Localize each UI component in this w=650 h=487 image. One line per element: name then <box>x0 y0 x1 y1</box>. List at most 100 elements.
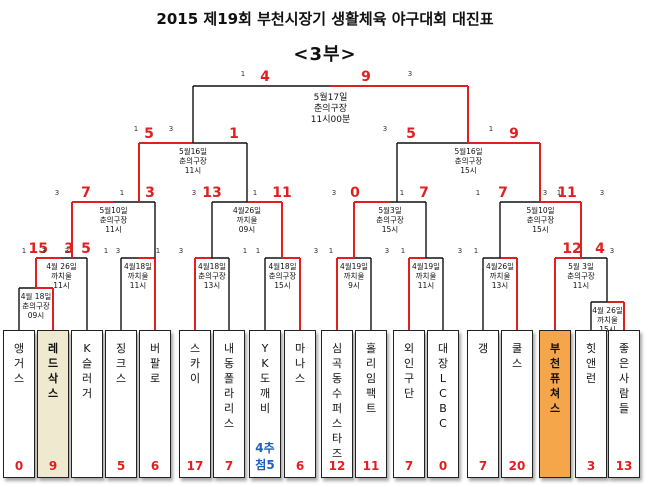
match-venue: 춘의구장 <box>455 156 483 166</box>
team-box: 심 곡 동 수 퍼 스 타 즈 12 <box>321 330 353 478</box>
seed-mark: 3 <box>610 247 614 255</box>
seed-mark: 1 <box>22 247 26 255</box>
match-date: 4월 26일 <box>46 261 77 271</box>
match-venue: 춘의구장 <box>376 215 404 225</box>
match-venue: 까치울 <box>344 272 365 281</box>
match-venue: 춘의구장 <box>269 271 297 281</box>
match-venue: 까치울 <box>490 272 511 281</box>
match-time: 15시 <box>382 225 398 234</box>
match-time: 13시 <box>492 281 508 290</box>
team-box: 홀 리 임 팩 트 11 <box>355 330 387 478</box>
round-score: 4 <box>260 69 270 85</box>
match-time: 15시 <box>274 281 290 290</box>
tie-note: 4추첨5 <box>255 441 275 472</box>
match-time: 15시 <box>532 225 548 234</box>
match-date: 4월18일 <box>124 261 152 271</box>
team-score: 9 <box>48 459 58 473</box>
seed-mark: 3 <box>385 247 389 255</box>
round-score: 1 <box>229 126 239 142</box>
seed-mark: 1 <box>557 189 561 197</box>
match-date: 4월19일 <box>340 261 368 271</box>
team-score: 12 <box>328 459 346 473</box>
seed-mark: 1 <box>243 247 247 255</box>
match-date: 5월10일 <box>526 205 554 215</box>
round-score: 11 <box>557 185 576 201</box>
page-subtitle: <3부> <box>293 44 357 65</box>
match-time: 11시 <box>418 281 434 290</box>
match-venue: 까치울 <box>237 216 258 225</box>
match-date: 4월 18일 <box>21 291 52 301</box>
seed-mark: 3 <box>332 189 336 197</box>
seed-mark: 3 <box>600 189 604 197</box>
match-date: 4월26일 <box>233 205 261 215</box>
team-score: 6 <box>150 459 160 473</box>
team-score: 5 <box>116 459 126 473</box>
seed-mark: 1 <box>474 247 478 255</box>
seed-mark: 1 <box>241 70 245 78</box>
seed-mark: 3 <box>42 247 46 255</box>
team-score: 17 <box>186 459 204 473</box>
match-date: 4월18일 <box>198 261 226 271</box>
team-score: 4추첨5 <box>250 439 280 473</box>
match-time: 15시 <box>599 325 615 334</box>
match-time: 09시 <box>239 225 255 234</box>
match-venue: 까치울 <box>51 272 72 281</box>
match-date: 4월18일 <box>268 261 296 271</box>
seed-mark: 1 <box>401 247 405 255</box>
match-date: 5월16일 <box>179 146 207 156</box>
round-score: 7 <box>498 185 508 201</box>
round-score: 4 <box>595 241 605 257</box>
team-score: 7 <box>224 459 234 473</box>
seed-mark: 3 <box>55 189 59 197</box>
round-score: 11 <box>272 185 291 201</box>
round-score: 13 <box>202 185 221 201</box>
seed-mark: 3 <box>179 247 183 255</box>
match-venue: 춘의구장 <box>527 215 555 225</box>
seed-mark: 3 <box>408 70 412 78</box>
round-score: 5 <box>144 126 154 142</box>
match-venue: 춘의구장 <box>179 156 207 166</box>
team-box: Y K 도 깨 비 4추첨5 <box>249 330 281 478</box>
team-box: 쿨 스 20 <box>501 330 533 478</box>
match-time: 9시 <box>348 281 360 290</box>
seed-mark: 1 <box>256 247 260 255</box>
seed-mark: 3 <box>314 247 318 255</box>
seed-mark: 1 <box>156 247 160 255</box>
team-score: 3 <box>586 459 596 473</box>
match-date: 4월26일 <box>486 261 514 271</box>
page-title: 2015 제19회 부천시장기 생활체육 야구대회 대진표 <box>156 10 494 28</box>
team-box: 스 카 이 17 <box>179 330 211 478</box>
match-time: 15시 <box>460 166 476 175</box>
match-time: 11시 <box>130 281 146 290</box>
match-venue: 까치울 <box>416 272 437 281</box>
seed-mark: 3 <box>383 125 387 133</box>
team-box: 좋 은 사 람 들 13 <box>608 330 640 478</box>
team-score: 6 <box>295 459 305 473</box>
round-score: 3 <box>145 185 155 201</box>
round-score: 7 <box>81 185 91 201</box>
match-venue: 춘의구장 <box>22 301 50 311</box>
match-venue: 까치울 <box>128 272 149 281</box>
team-score: 20 <box>508 459 526 473</box>
match-time: 11시00분 <box>311 114 350 125</box>
match-date: 5월16일 <box>454 146 482 156</box>
